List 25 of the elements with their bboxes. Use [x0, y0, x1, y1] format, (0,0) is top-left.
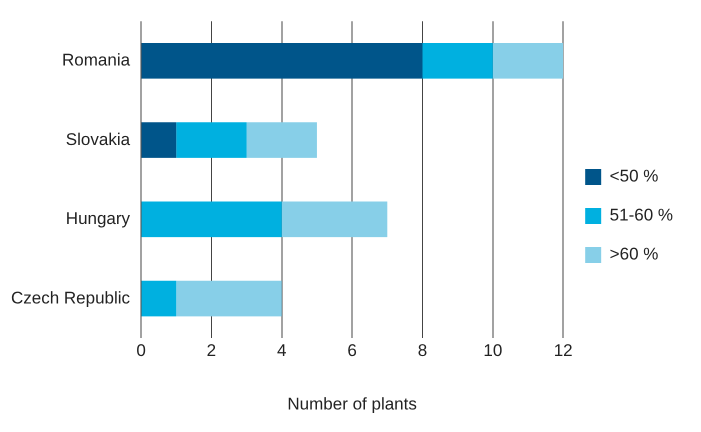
bar	[492, 42, 564, 79]
y-tick-label: Hungary	[66, 209, 131, 228]
y-tick-label: Slovakia	[66, 130, 131, 149]
bar	[282, 201, 388, 238]
x-tick-label: 12	[554, 341, 573, 360]
x-tick-label: 0	[136, 341, 146, 360]
y-tick-label: Romania	[62, 50, 131, 70]
legend-label: >60 %	[610, 244, 658, 264]
bar	[142, 42, 422, 79]
legend-label: 51-60 %	[610, 206, 674, 225]
bar	[176, 122, 247, 158]
x-tick-label: 2	[206, 341, 216, 360]
x-tick-label: 10	[483, 341, 502, 360]
x-axis-title: Number of plants	[287, 394, 417, 414]
bar	[142, 122, 176, 158]
x-tick-label: 4	[277, 341, 286, 360]
bar	[142, 280, 176, 316]
bar	[176, 280, 282, 316]
x-tick-label: 6	[347, 341, 357, 360]
bar	[142, 201, 282, 238]
bar	[246, 122, 317, 158]
legend-label: <50 %	[610, 166, 658, 186]
bar	[422, 42, 493, 79]
x-tick-label: 8	[418, 341, 428, 360]
y-tick-label: Czech Republic	[10, 288, 131, 308]
